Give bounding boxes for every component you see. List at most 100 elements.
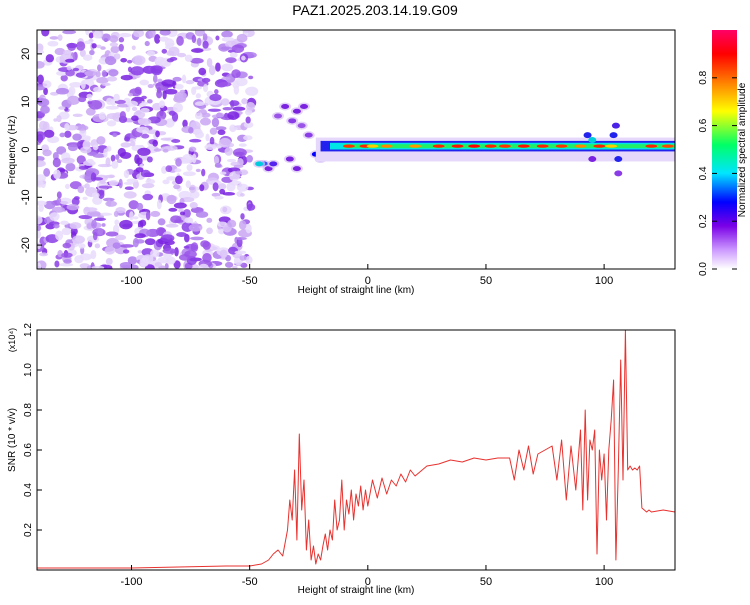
spectrogram-signal-blob <box>285 156 294 162</box>
carrier-peak-blob <box>661 144 674 148</box>
spectrogram-noise-blob <box>233 85 240 95</box>
spectrogram-noise-blob <box>52 206 65 213</box>
spectrogram-noise-blob <box>141 183 155 189</box>
spectrogram-noise-blob <box>119 111 126 120</box>
spectrogram-noise-blob <box>245 101 256 111</box>
spectrogram-noise-blob <box>145 179 156 185</box>
spectrogram-noise-blob <box>43 168 51 177</box>
spectrogram-noise-blob <box>98 189 105 200</box>
spectrogram-noise-blob <box>229 51 238 58</box>
spectrogram-x-tick-label: 0 <box>365 275 371 287</box>
spectrogram-noise-blob <box>154 33 161 44</box>
spectrogram-noise-blob <box>130 140 136 147</box>
spectrogram-noise-blob <box>114 219 120 225</box>
spectrogram-noise-blob <box>63 259 72 264</box>
snr-x-tick-label: 0 <box>365 576 371 588</box>
spectrogram-noise-blob <box>115 154 120 160</box>
carrier-peak-blob <box>593 144 606 148</box>
colorbar-tick-label: 0.4 <box>698 166 709 180</box>
spectrogram-noise-blob <box>60 220 69 226</box>
spectrogram-noise-blob <box>165 223 179 228</box>
spectrogram-noise-blob <box>206 217 213 223</box>
carrier-peak-blob <box>605 144 618 148</box>
spectrogram-noise-blob <box>245 255 253 264</box>
spectrogram-noise-blob <box>91 219 97 229</box>
spectrogram-noise-blob <box>150 65 163 74</box>
colorbar-tick-label: 0.0 <box>698 262 709 276</box>
spectrogram-noise-blob <box>78 243 86 249</box>
spectrogram-noise-blob <box>204 144 217 150</box>
colorbar: 0.0 0.2 0.4 0.6 0.8 Normalized spectral ampl… <box>698 30 748 276</box>
spectrogram-noise-blob <box>66 42 78 49</box>
spectrogram-noise-blob <box>78 165 89 170</box>
spectrogram-noise-blob <box>59 262 74 267</box>
spectrogram-signal-blob <box>304 132 313 138</box>
spectrogram-noise-blob <box>217 221 227 226</box>
spectrogram-noise-blob <box>118 43 124 52</box>
spectrogram-noise-blob <box>67 95 80 105</box>
spectrogram-noise-blob <box>245 116 251 124</box>
spectrogram-noise-blob <box>65 58 75 63</box>
spectrogram-signal-blob <box>292 166 301 172</box>
spectrogram-noise-blob <box>182 92 188 99</box>
spectrogram-x-tick-label: -100 <box>121 275 143 287</box>
spectrogram-noise-blob <box>123 169 130 179</box>
spectrogram-noise-blob <box>165 256 176 265</box>
spectrogram-noise-blob <box>241 55 246 61</box>
spectrogram-noise-blob <box>37 174 47 182</box>
spectrogram-noise-blob <box>239 192 245 197</box>
spectrogram-noise-blob <box>37 179 44 188</box>
spectrogram-noise-blob <box>236 183 249 192</box>
spectrogram-noise-blob <box>43 129 55 138</box>
spectrogram-noise-blob <box>182 119 188 128</box>
spectrogram-noise-blob <box>184 217 194 224</box>
spectrogram-noise-blob <box>221 63 234 72</box>
spectrogram-noise-blob <box>136 126 149 133</box>
spectrogram-noise-blob <box>99 180 107 185</box>
spectrogram-noise-blob <box>147 99 153 104</box>
spectrogram-noise-blob <box>118 178 123 189</box>
spectrogram-noise-blob <box>189 138 202 143</box>
spectrogram-noise-blob <box>227 219 237 228</box>
snr-y-multiplier: (x10⁴) <box>7 328 17 352</box>
spectrogram-noise-blob <box>37 225 42 232</box>
spectrogram-noise-blob <box>192 128 203 135</box>
spectrogram-noise-blob <box>132 237 139 248</box>
spectrogram-noise-blob <box>52 157 61 168</box>
spectrogram-noise-blob <box>232 106 246 111</box>
spectrogram-noise-blob <box>115 207 126 214</box>
spectrogram-noise-blob <box>219 205 232 215</box>
spectrogram-noise-blob <box>62 30 77 35</box>
spectrogram-noise-blob <box>205 133 210 142</box>
spectrogram-noise-blob <box>153 148 162 152</box>
spectrogram-noise-blob <box>104 246 116 255</box>
spectrogram-noise-blob <box>113 93 120 102</box>
spectrogram-noise-blob <box>127 256 138 265</box>
spectrogram-noise-blob <box>41 30 50 37</box>
spectrogram-noise-blob <box>108 69 119 77</box>
spectrogram-noise-blob <box>105 231 119 237</box>
spectrogram-noise-blob <box>150 249 160 258</box>
spectrogram-noise-blob <box>56 70 68 76</box>
spectrogram-noise-blob <box>202 253 212 263</box>
spectrogram-noise-blob <box>158 100 166 109</box>
spectrogram-noise-blob <box>82 196 88 201</box>
spectrogram-noise-blob <box>188 126 194 134</box>
spectrogram-signal-blob <box>255 161 264 167</box>
spectrogram-noise-blob <box>37 98 50 107</box>
colorbar-gradient <box>712 30 737 269</box>
spectrogram-noise-blob <box>37 74 44 84</box>
spectrogram-noise-blob <box>49 212 60 221</box>
carrier-peak-blob <box>342 144 355 148</box>
spectrogram-signal-blob <box>588 156 597 163</box>
colorbar-tick-label: 0.2 <box>698 214 709 228</box>
spectrogram-signal-blob <box>611 122 620 129</box>
spectrogram-noise-blob <box>236 33 248 43</box>
spectrogram-noise-blob <box>176 232 187 237</box>
spectrogram-noise-blob <box>116 103 130 108</box>
spectrogram-noise-blob <box>72 235 85 244</box>
spectrogram-noise-blob <box>56 146 67 155</box>
spectrogram-y-tick-label: -20 <box>20 237 32 253</box>
snr-y-ticks: 0.2 0.4 0.6 0.8 1.0 1.2 <box>23 323 42 537</box>
spectrogram-noise-blob <box>243 135 253 141</box>
